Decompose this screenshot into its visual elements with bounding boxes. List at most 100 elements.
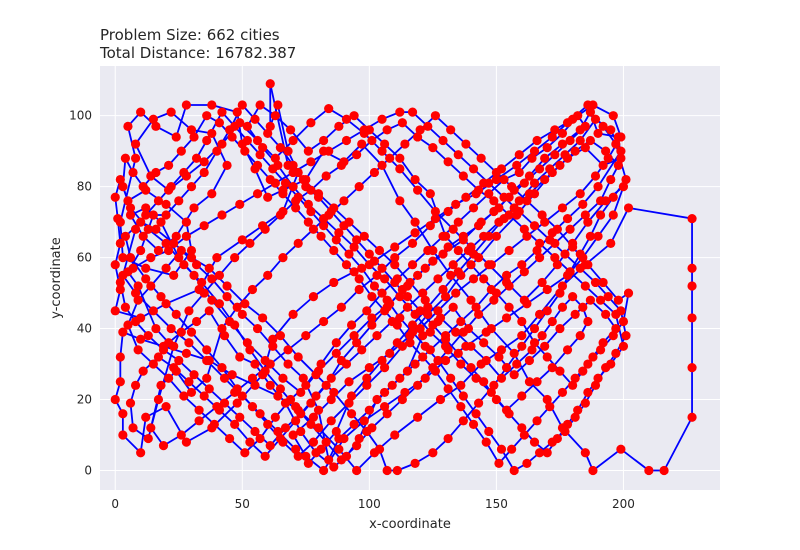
city-point: [590, 114, 601, 124]
city-point: [608, 192, 618, 202]
route-segment: [282, 172, 300, 212]
city-point: [438, 249, 448, 259]
city-point: [448, 260, 458, 270]
city-point: [141, 263, 151, 273]
city-point: [331, 235, 341, 245]
city-point: [255, 409, 265, 419]
city-point: [270, 412, 280, 422]
city-point: [161, 402, 171, 412]
city-point: [278, 252, 288, 263]
city-point: [123, 267, 133, 277]
city-point: [263, 270, 273, 280]
city-point: [357, 263, 367, 273]
city-point: [207, 128, 217, 139]
city-point: [125, 203, 136, 213]
city-point: [471, 302, 481, 312]
city-point: [324, 455, 334, 465]
city-point: [237, 100, 247, 110]
city-point: [151, 323, 161, 334]
city-point: [260, 451, 270, 461]
city-point: [471, 373, 481, 383]
city-point: [184, 306, 194, 316]
city-point: [324, 103, 334, 114]
city-point: [501, 405, 512, 415]
city-point: [270, 153, 280, 163]
route-segment: [414, 221, 434, 251]
city-point: [367, 320, 377, 330]
city-point: [179, 260, 189, 270]
route-segment: [211, 164, 228, 195]
city-point: [659, 465, 669, 476]
city-point: [534, 252, 545, 263]
city-point: [400, 387, 410, 398]
city-point: [509, 370, 519, 380]
city-point: [367, 423, 377, 433]
city-point: [357, 139, 367, 149]
city-point: [474, 398, 484, 408]
city-point: [387, 316, 397, 327]
city-point: [494, 352, 504, 362]
city-point: [519, 267, 529, 277]
city-point: [542, 394, 552, 405]
city-point: [390, 260, 400, 270]
city-point: [174, 355, 184, 366]
city-point: [413, 132, 423, 142]
city-point: [303, 217, 313, 227]
city-point: [499, 174, 509, 185]
city-point: [250, 359, 260, 369]
city-point: [164, 373, 174, 383]
city-point: [575, 249, 585, 259]
city-point: [390, 430, 400, 440]
city-point: [349, 331, 359, 341]
city-point: [433, 306, 443, 316]
city-point: [537, 331, 547, 341]
city-point: [115, 277, 125, 288]
city-point: [519, 178, 529, 188]
city-point: [489, 196, 499, 206]
city-point: [547, 362, 557, 373]
city-point: [402, 292, 413, 302]
city-point: [489, 295, 499, 305]
x-tick-label-1: 50: [235, 497, 250, 511]
city-point: [169, 238, 179, 249]
city-point: [326, 394, 336, 405]
city-points: [110, 79, 697, 476]
city-point: [235, 352, 245, 362]
city-point: [608, 111, 618, 121]
city-point: [573, 111, 583, 121]
city-point: [176, 430, 186, 440]
city-point: [395, 164, 405, 174]
city-point: [344, 398, 354, 408]
city-point: [207, 295, 217, 305]
city-point: [364, 260, 374, 270]
city-point: [601, 146, 611, 156]
city-point: [303, 199, 313, 209]
city-point: [176, 245, 186, 256]
city-point: [110, 260, 120, 270]
city-point: [529, 178, 540, 188]
city-point: [598, 121, 608, 131]
city-point: [425, 189, 435, 199]
city-point: [562, 345, 573, 355]
city-point: [331, 348, 341, 358]
city-point: [524, 355, 535, 366]
city-point: [486, 387, 496, 398]
city-point: [130, 288, 141, 298]
city-point: [552, 260, 562, 270]
city-point: [501, 313, 512, 323]
city-point: [153, 196, 164, 206]
city-point: [130, 224, 141, 234]
city-point: [308, 437, 319, 447]
city-point: [377, 288, 387, 298]
city-point: [446, 270, 456, 280]
city-point: [405, 277, 415, 288]
city-point: [501, 270, 512, 280]
city-point: [562, 419, 573, 429]
city-point: [453, 150, 463, 160]
city-point: [583, 387, 593, 398]
city-point: [618, 316, 629, 327]
city-point: [110, 394, 120, 405]
city-point: [420, 263, 430, 273]
city-point: [438, 135, 448, 146]
city-point: [517, 423, 527, 433]
